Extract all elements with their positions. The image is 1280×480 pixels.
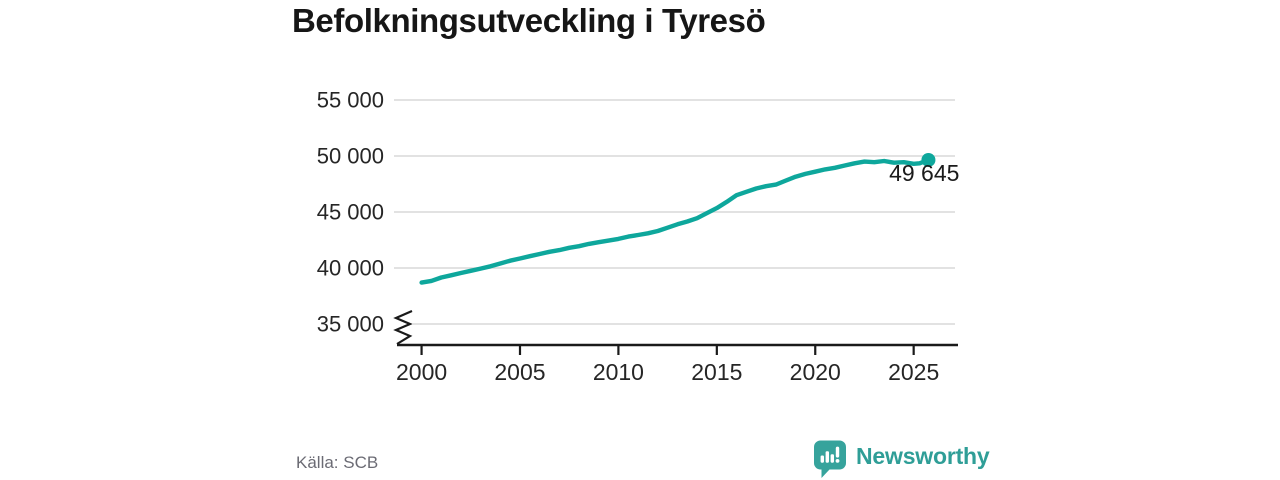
y-tick-label: 40 000 — [317, 256, 384, 281]
newsworthy-wordmark: Newsworthy — [856, 442, 990, 469]
y-tick-label: 45 000 — [317, 200, 384, 225]
y-tick-label: 55 000 — [317, 88, 384, 113]
x-tick-label: 2020 — [790, 359, 841, 385]
y-tick-label: 35 000 — [317, 312, 384, 337]
speech-bubble-bar-chart-icon — [814, 440, 846, 478]
x-tick-label: 2000 — [396, 359, 447, 385]
x-tick-label: 2005 — [494, 359, 545, 385]
population-series-line — [419, 157, 931, 285]
newsworthy-logo[interactable]: Newsworthy — [812, 439, 990, 479]
x-tick-label: 2010 — [593, 359, 644, 385]
x-tick-label: 2015 — [691, 359, 742, 385]
y-tick-label: 50 000 — [317, 144, 384, 169]
source-label: Källa: SCB — [296, 453, 379, 472]
end-value-label: 49 645 — [889, 160, 959, 186]
y-axis-break-icon — [393, 309, 413, 345]
chart-title: Befolkningsutveckling i Tyresö — [292, 2, 766, 39]
end-point-marker — [921, 152, 936, 167]
x-tick-label: 2025 — [888, 359, 939, 385]
